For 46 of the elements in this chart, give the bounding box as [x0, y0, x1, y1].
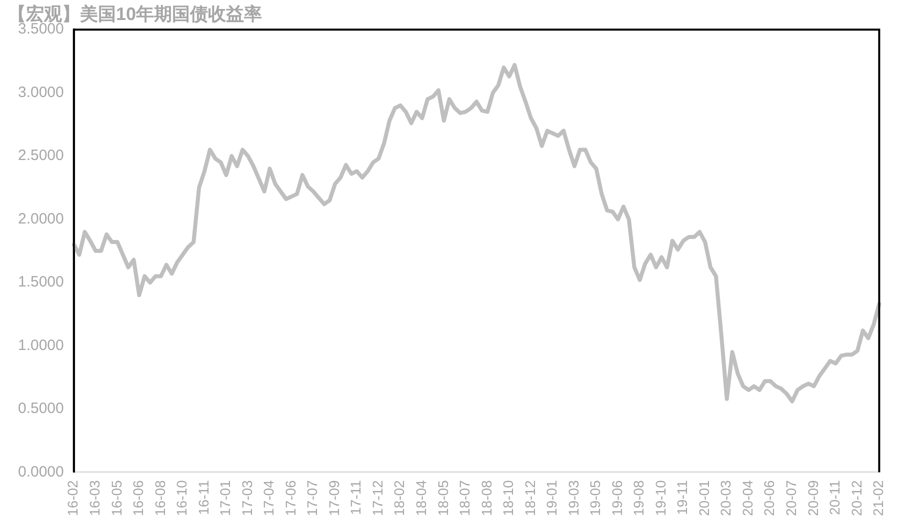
x-tick-label: 18-12 — [522, 480, 538, 516]
x-tick-label: 20-12 — [848, 480, 864, 516]
x-tick-label: 17-12 — [369, 480, 386, 516]
y-tick-label: 1.0000 — [18, 336, 64, 354]
x-tick-label: 16-08 — [152, 480, 168, 516]
x-tick-label: 21-02 — [870, 480, 886, 516]
x-tick-label: 20-11 — [826, 480, 843, 515]
y-tick-label: 1.5000 — [18, 274, 64, 291]
x-tick-label: 17-09 — [326, 480, 342, 516]
x-tick-label: 18-07 — [456, 480, 473, 516]
x-tick-label: 19-05 — [587, 480, 604, 516]
x-tick-label: 18-10 — [500, 480, 516, 516]
x-tick-label: 17-01 — [217, 480, 234, 516]
x-tick-label: 16-02 — [64, 480, 81, 516]
x-tick-label: 19-11 — [674, 480, 690, 515]
x-tick-label: 18-08 — [478, 480, 494, 516]
chart-title: 【宏观】美国10年期国债收益率 — [8, 4, 262, 24]
x-tick-label: 20-01 — [696, 480, 712, 516]
x-tick-label: 20-03 — [718, 480, 734, 516]
x-tick-label: 20-06 — [761, 480, 778, 516]
x-tick-label: 19-03 — [565, 480, 582, 516]
x-tick-label: 17-04 — [260, 480, 277, 516]
y-tick-label: 0.0000 — [18, 463, 64, 480]
x-tick-label: 18-02 — [391, 480, 408, 516]
x-tick-label: 19-10 — [652, 480, 668, 516]
x-tick-label: 20-07 — [783, 480, 799, 516]
x-tick-label: 18-04 — [412, 480, 429, 516]
y-tick-label: 3.0000 — [18, 84, 64, 101]
x-tick-label: 19-06 — [608, 480, 625, 516]
y-tick-label: 2.5000 — [18, 147, 64, 164]
x-tick-label: 17-03 — [238, 480, 255, 516]
x-tick-label: 19-08 — [630, 480, 647, 516]
x-tick-label: 16-06 — [130, 480, 146, 516]
x-tick-label: 16-03 — [86, 480, 103, 516]
x-tick-label: 17-11 — [348, 480, 364, 515]
x-tick-label: 18-05 — [434, 480, 451, 516]
y-tick-label: 2.0000 — [18, 210, 64, 228]
x-tick-label: 16-05 — [108, 480, 124, 516]
x-tick-label: 16-10 — [174, 480, 190, 516]
x-tick-label: 16-11 — [195, 480, 212, 515]
x-tick-label: 20-09 — [804, 480, 821, 516]
x-tick-label: 19-01 — [544, 480, 560, 516]
x-tick-label: 17-06 — [282, 480, 298, 516]
x-tick-label: 20-04 — [739, 480, 756, 516]
x-tick-label: 17-07 — [304, 480, 320, 516]
y-tick-label: 0.5000 — [18, 400, 64, 418]
